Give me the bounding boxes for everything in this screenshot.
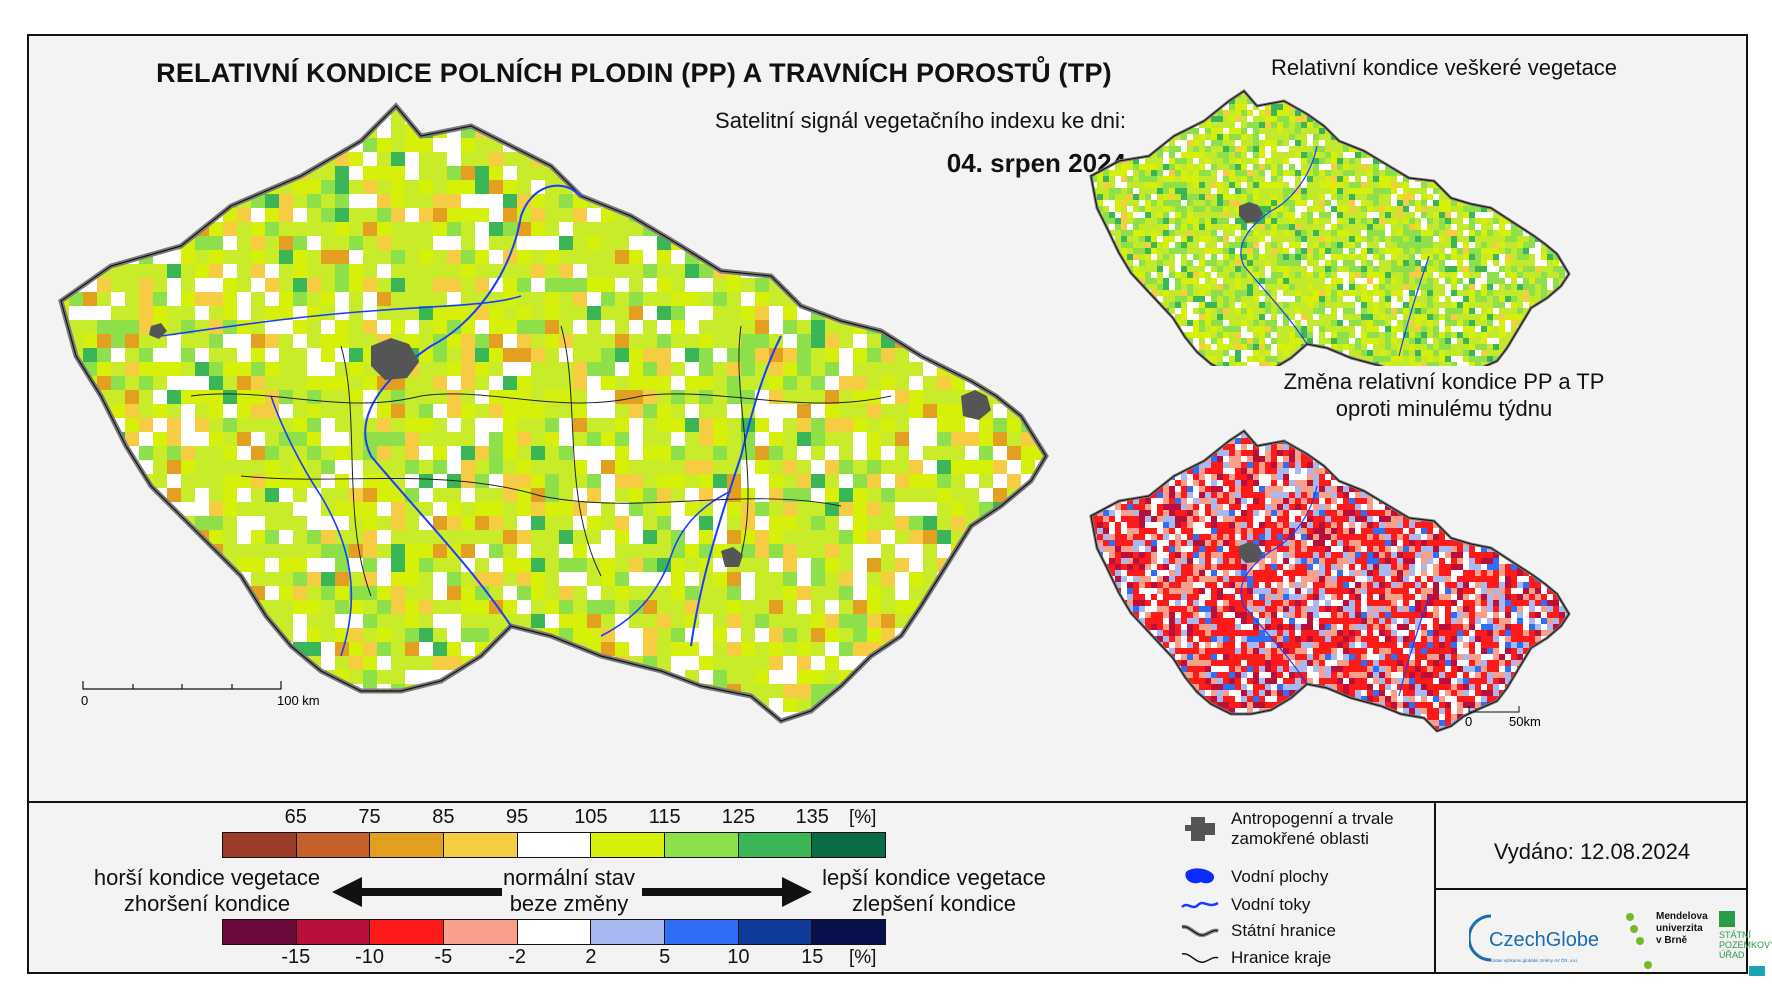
river-icon bbox=[1181, 901, 1219, 909]
inset-bottom-map: 0 50km bbox=[1089, 429, 1571, 733]
legend-tick: 65 bbox=[284, 806, 307, 828]
legend-tick: 10 bbox=[727, 946, 750, 968]
key-rivers: Vodní toky bbox=[1179, 891, 1310, 919]
main-scale-end: 100 km bbox=[277, 693, 320, 708]
legend-tick: -5 bbox=[434, 946, 453, 968]
legend-tick: -10 bbox=[355, 946, 384, 968]
worse-label-1: horší kondice vegetace bbox=[93, 865, 321, 890]
condition-swatch bbox=[296, 833, 371, 857]
map-frame: RELATIVNÍ KONDICE POLNÍCH PLODIN (PP) A … bbox=[27, 34, 1772, 976]
change-swatch bbox=[665, 920, 739, 944]
worse-label-2: zhoršení kondice bbox=[123, 891, 291, 916]
condition-color-bar bbox=[222, 832, 886, 858]
key-urban-label-2: zamokřené oblasti bbox=[1231, 829, 1369, 848]
legend-divider bbox=[29, 801, 1746, 803]
condition-swatch bbox=[738, 833, 813, 857]
key-state-border: Státní hranice bbox=[1179, 917, 1336, 945]
right-arrow-icon bbox=[642, 877, 812, 907]
main-map: 0 100 km bbox=[41, 96, 1221, 796]
condition-swatch bbox=[517, 833, 592, 857]
key-water-bodies: Vodní plochy bbox=[1179, 863, 1328, 891]
mendel-university-logo: Mendelova univerzita v Brně bbox=[1624, 911, 1708, 971]
legend-tick: 5 bbox=[659, 946, 671, 968]
change-swatch bbox=[223, 920, 297, 944]
condition-swatch bbox=[591, 833, 666, 857]
inset-bottom-title-2: oproti minulému týdnu bbox=[1335, 396, 1553, 421]
main-scale-bar: 0 100 km bbox=[81, 681, 320, 708]
page-title: RELATIVNÍ KONDICE POLNÍCH PLODIN (PP) A … bbox=[156, 58, 1112, 88]
top-unit: [%] bbox=[849, 807, 877, 828]
region-border-icon bbox=[1181, 953, 1219, 963]
legend-tick: 15 bbox=[801, 946, 824, 968]
condition-swatch bbox=[444, 833, 518, 857]
normal-label-1: normální stav bbox=[502, 865, 636, 890]
footer-divider bbox=[1434, 803, 1436, 972]
subtitle: Satelitní signál vegetačního indexu ke d… bbox=[715, 108, 1126, 133]
legend-tick: 135 bbox=[795, 806, 829, 828]
left-arrow-icon bbox=[332, 877, 502, 907]
change-swatch bbox=[296, 920, 371, 944]
inset-scale-start: 0 bbox=[1465, 714, 1472, 729]
inset-top-map bbox=[1089, 89, 1571, 366]
change-color-bar bbox=[222, 919, 886, 945]
key-region-border-label: Hranice kraje bbox=[1231, 948, 1332, 967]
key-state-border-label: Státní hranice bbox=[1231, 921, 1336, 940]
water-body-icon bbox=[1185, 868, 1215, 884]
issued-date: Vydáno: 12.08.2024 bbox=[1493, 839, 1691, 864]
czechglobe-logo: CzechGlobe Ústav výzkumu globální změny … bbox=[1469, 914, 1599, 963]
legend-tick: 105 bbox=[574, 806, 608, 828]
legend-tick: 85 bbox=[432, 806, 455, 828]
bottom-unit: [%] bbox=[849, 947, 877, 968]
legend-tick: -2 bbox=[508, 946, 527, 968]
change-swatch bbox=[591, 920, 666, 944]
urban-area-icon bbox=[1185, 817, 1215, 841]
change-swatch bbox=[517, 920, 592, 944]
spu-logo: STÁTNÍ POZEMKOVÝ ÚŘAD bbox=[1719, 911, 1772, 976]
condition-swatch bbox=[370, 833, 445, 857]
inset-bottom-title-1: Změna relativní kondice PP a TP bbox=[1283, 369, 1605, 394]
inset-scale-bar: 0 50km bbox=[1465, 706, 1541, 729]
legend-tick: 95 bbox=[505, 806, 529, 828]
change-swatch bbox=[370, 920, 445, 944]
legend-tick: -15 bbox=[281, 946, 311, 968]
better-label-2: zlepšení kondice bbox=[852, 891, 1016, 916]
legend-tick: 115 bbox=[648, 806, 681, 828]
key-region-border: Hranice kraje bbox=[1179, 944, 1331, 972]
change-swatch bbox=[444, 920, 518, 944]
mendel-dots-icon bbox=[1626, 913, 1652, 969]
key-urban: Antropogenní a trvale zamokřené oblasti bbox=[1179, 809, 1394, 849]
change-swatch bbox=[812, 920, 886, 944]
issued-divider bbox=[1436, 888, 1746, 890]
inset-scale-end: 50km bbox=[1509, 714, 1541, 729]
change-swatch bbox=[738, 920, 813, 944]
key-water-bodies-label: Vodní plochy bbox=[1231, 867, 1329, 886]
condition-swatch bbox=[812, 833, 886, 857]
key-rivers-label: Vodní toky bbox=[1231, 895, 1311, 914]
legend-tick: 75 bbox=[358, 806, 381, 828]
normal-label-2: beze změny bbox=[509, 891, 629, 916]
key-urban-label-1: Antropogenní a trvale bbox=[1231, 809, 1394, 828]
condition-swatch bbox=[665, 833, 739, 857]
legend-tick: 125 bbox=[721, 806, 756, 828]
condition-swatch bbox=[223, 833, 297, 857]
inset-top-title: Relativní kondice veškeré vegetace bbox=[1270, 55, 1618, 80]
main-scale-start: 0 bbox=[81, 693, 88, 708]
better-label-1: lepší kondice vegetace bbox=[822, 865, 1046, 890]
legend-tick: 2 bbox=[585, 946, 597, 968]
state-border-icon bbox=[1181, 924, 1219, 938]
